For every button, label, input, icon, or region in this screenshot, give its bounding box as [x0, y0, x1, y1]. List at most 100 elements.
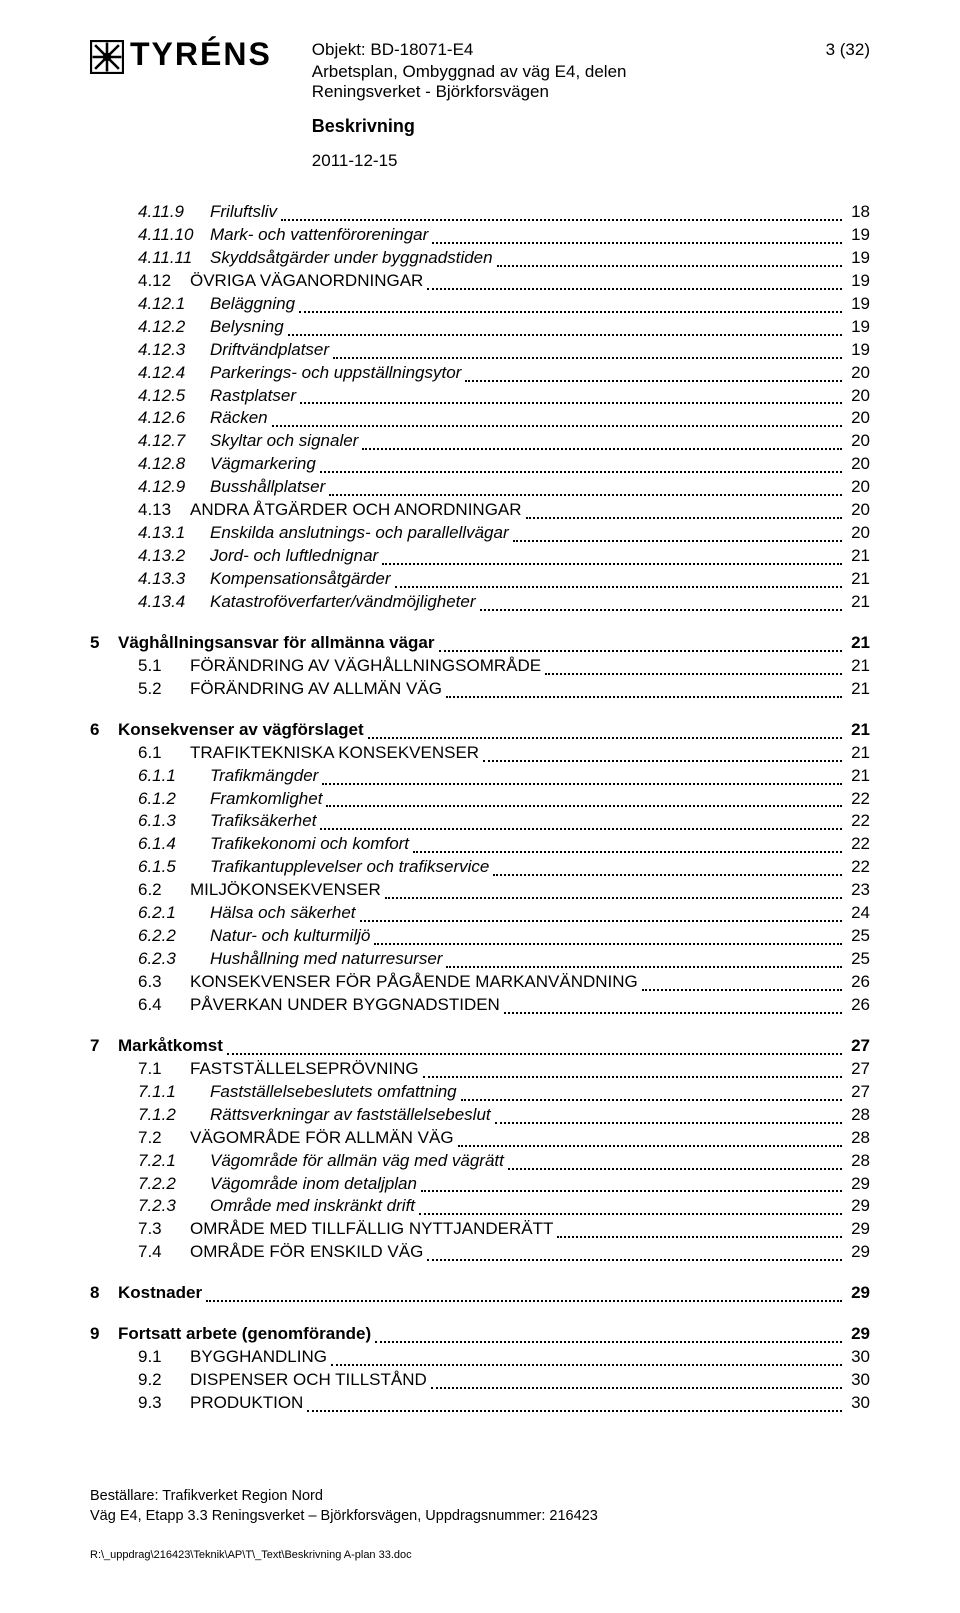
toc-page: 21	[846, 545, 870, 568]
toc-label: Trafikantupplevelser och trafikservice	[210, 856, 489, 879]
toc-row: 4.11.11Skyddsåtgärder under byggnadstide…	[90, 247, 870, 270]
toc-label: Katastroföverfarter/vändmöjligheter	[210, 591, 476, 614]
toc-label: Mark- och vattenföroreningar	[210, 224, 428, 247]
toc-number: 4.13.4	[138, 591, 210, 614]
toc-page: 25	[846, 948, 870, 971]
toc-label: KONSEKVENSER FÖR PÅGÅENDE MARKANVÄNDNING	[190, 971, 638, 994]
toc-page: 19	[846, 270, 870, 293]
header-mid: Objekt: BD-18071-E4 Arbetsplan, Ombyggna…	[272, 40, 800, 195]
toc-leader-dots	[362, 447, 842, 450]
toc-row: 6.4PÅVERKAN UNDER BYGGNADSTIDEN26	[90, 994, 870, 1017]
toc-page: 21	[846, 742, 870, 765]
toc-row: 5.2FÖRÄNDRING AV ALLMÄN VÄG21	[90, 678, 870, 701]
toc-group: 6Konsekvenser av vägförslaget216.1TRAFIK…	[90, 719, 870, 1017]
toc-page: 29	[846, 1282, 870, 1305]
toc-page: 20	[846, 453, 870, 476]
toc-page: 19	[846, 293, 870, 316]
toc-row: 4.13.4Katastroföverfarter/vändmöjlighete…	[90, 591, 870, 614]
toc-row: 8Kostnader29	[90, 1282, 870, 1305]
toc-label: Konsekvenser av vägförslaget	[118, 719, 364, 742]
table-of-contents: 4.11.9Friluftsliv184.11.10Mark- och vatt…	[90, 201, 870, 1415]
toc-label: DISPENSER OCH TILLSTÅND	[190, 1369, 427, 1392]
toc-row: 6.2.2Natur- och kulturmiljö25	[90, 925, 870, 948]
toc-leader-dots	[423, 1075, 842, 1078]
toc-number: 4.12.4	[138, 362, 210, 385]
toc-label: Hushållning med naturresurser	[210, 948, 442, 971]
toc-number: 6.1.2	[138, 788, 210, 811]
toc-leader-dots	[557, 1235, 842, 1238]
toc-row: 4.12.3Driftvändplatser19	[90, 339, 870, 362]
toc-row: 4.12.8Vägmarkering20	[90, 453, 870, 476]
toc-label: ANDRA ÅTGÄRDER OCH ANORDNINGAR	[190, 499, 522, 522]
toc-page: 21	[846, 591, 870, 614]
toc-leader-dots	[326, 804, 842, 807]
toc-leader-dots	[322, 782, 842, 785]
toc-page: 26	[846, 994, 870, 1017]
toc-leader-dots	[329, 493, 842, 496]
toc-page: 22	[846, 810, 870, 833]
toc-row: 5.1FÖRÄNDRING AV VÄGHÅLLNINGSOMRÅDE21	[90, 655, 870, 678]
toc-label: Väghållningsansvar för allmänna vägar	[118, 632, 435, 655]
toc-label: VÄGOMRÅDE FÖR ALLMÄN VÄG	[190, 1127, 454, 1150]
toc-row: 5Väghållningsansvar för allmänna vägar21	[90, 632, 870, 655]
toc-row: 6.1TRAFIKTEKNISKA KONSEKVENSER21	[90, 742, 870, 765]
toc-label: Belysning	[210, 316, 284, 339]
objekt-line: Objekt: BD-18071-E4	[312, 40, 800, 60]
toc-page: 21	[846, 655, 870, 678]
toc-label: Enskilda anslutnings- och parallellvägar	[210, 522, 509, 545]
toc-row: 4.12.4Parkerings- och uppställningsytor2…	[90, 362, 870, 385]
toc-page: 30	[846, 1346, 870, 1369]
toc-row: 9.2DISPENSER OCH TILLSTÅND30	[90, 1369, 870, 1392]
toc-page: 24	[846, 902, 870, 925]
toc-number: 6.3	[138, 971, 190, 994]
toc-group: 7Markåtkomst277.1FASTSTÄLLELSEPRÖVNING27…	[90, 1035, 870, 1264]
toc-page: 20	[846, 476, 870, 499]
toc-leader-dots	[427, 1258, 842, 1261]
toc-number: 4.12.2	[138, 316, 210, 339]
toc-row: 7.4OMRÅDE FÖR ENSKILD VÄG29	[90, 1241, 870, 1264]
toc-number: 6	[90, 719, 118, 742]
toc-row: 6.1.5Trafikantupplevelser och trafikserv…	[90, 856, 870, 879]
toc-leader-dots	[461, 1098, 842, 1101]
toc-leader-dots	[483, 759, 842, 762]
toc-number: 6.1.1	[138, 765, 210, 788]
toc-number: 4.11.9	[138, 201, 210, 224]
toc-leader-dots	[300, 401, 842, 404]
toc-row: 6.3KONSEKVENSER FÖR PÅGÅENDE MARKANVÄNDN…	[90, 971, 870, 994]
toc-number: 5.1	[138, 655, 190, 678]
toc-page: 29	[846, 1218, 870, 1241]
footer: Beställare: Trafikverket Region Nord Väg…	[90, 1487, 598, 1563]
toc-label: Rättsverkningar av fastställelsebeslut	[210, 1104, 491, 1127]
toc-number: 6.1.3	[138, 810, 210, 833]
toc-label: Framkomlighet	[210, 788, 322, 811]
toc-number: 6.1.4	[138, 833, 210, 856]
toc-label: Vägmarkering	[210, 453, 316, 476]
toc-number: 9.3	[138, 1392, 190, 1415]
toc-number: 7.2	[138, 1127, 190, 1150]
toc-label: Busshållplatser	[210, 476, 325, 499]
toc-page: 21	[846, 568, 870, 591]
tyrens-logo-icon	[90, 40, 124, 74]
toc-number: 8	[90, 1282, 118, 1305]
toc-leader-dots	[495, 1121, 842, 1124]
toc-group: 4.11.9Friluftsliv184.11.10Mark- och vatt…	[90, 201, 870, 614]
toc-leader-dots	[333, 356, 842, 359]
toc-number: 6.2	[138, 879, 190, 902]
toc-label: Område med inskränkt drift	[210, 1195, 415, 1218]
toc-page: 19	[846, 247, 870, 270]
toc-number: 7.1.2	[138, 1104, 210, 1127]
toc-row: 4.12.5Rastplatser20	[90, 385, 870, 408]
toc-leader-dots	[281, 218, 842, 221]
toc-number: 7.1.1	[138, 1081, 210, 1104]
toc-leader-dots	[375, 1340, 842, 1343]
toc-number: 4.11.10	[138, 224, 210, 247]
toc-row: 6Konsekvenser av vägförslaget21	[90, 719, 870, 742]
toc-number: 7.2.2	[138, 1173, 210, 1196]
toc-leader-dots	[493, 873, 842, 876]
toc-leader-dots	[431, 1386, 842, 1389]
toc-leader-dots	[368, 736, 842, 739]
toc-number: 4.12.1	[138, 293, 210, 316]
logo-text: TYRÉNS	[130, 38, 272, 70]
toc-number: 6.1	[138, 742, 190, 765]
toc-page: 20	[846, 362, 870, 385]
